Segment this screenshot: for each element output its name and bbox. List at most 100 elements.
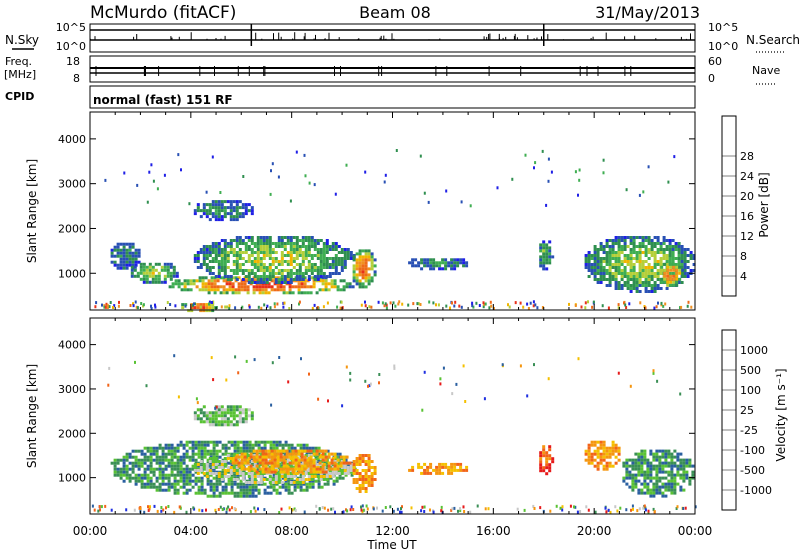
echo-cell	[256, 481, 260, 484]
echo-cell	[316, 251, 320, 254]
echo-cell	[211, 463, 215, 466]
echo-cell	[131, 461, 135, 465]
echo-cell	[334, 263, 338, 266]
echo-cell	[212, 485, 216, 489]
echo-cell	[672, 280, 676, 284]
echo-cell	[340, 257, 344, 260]
speckle-cell	[192, 506, 195, 510]
echo-cell	[628, 464, 632, 468]
echo-cell	[193, 209, 197, 213]
echo-cell	[170, 443, 174, 447]
echo-cell	[539, 454, 543, 458]
echo-cell	[411, 468, 415, 472]
echo-cell	[238, 469, 242, 472]
echo-cell	[203, 455, 207, 459]
echo-cell	[355, 279, 359, 283]
echo-cell	[202, 203, 206, 207]
echo-cell	[358, 279, 362, 283]
echo-cell	[465, 264, 469, 268]
echo-cell	[208, 306, 212, 310]
echo-cell	[245, 455, 249, 459]
echo-cell	[632, 245, 636, 248]
echo-cell	[611, 254, 615, 257]
echo-cell	[137, 254, 141, 258]
echo-cell	[632, 239, 636, 242]
echo-cell	[244, 411, 248, 415]
echo-cell	[173, 482, 177, 486]
echo-cell	[617, 236, 621, 239]
echo-cell	[343, 251, 347, 254]
speckle-cell	[462, 505, 465, 509]
echo-cell	[593, 254, 597, 257]
echo-cell	[217, 242, 221, 245]
echo-cell	[213, 282, 217, 286]
speckle-cell	[208, 300, 211, 304]
echo-cell	[608, 281, 612, 284]
echo-cell	[191, 449, 195, 453]
echo-cell	[647, 239, 651, 242]
echo-cell	[199, 215, 203, 219]
speckle-cell	[602, 171, 605, 175]
echo-cell	[251, 485, 255, 489]
echo-cell	[343, 466, 347, 469]
speckle-cell	[276, 302, 279, 306]
echo-cell	[307, 263, 311, 266]
echo-cell	[122, 263, 126, 267]
echo-cell	[590, 266, 594, 269]
echo-cell	[254, 485, 258, 489]
echo-cell	[328, 257, 332, 260]
echo-cell	[273, 276, 277, 280]
echo-cell	[674, 242, 678, 245]
echo-cell	[244, 245, 248, 248]
speckle-cell	[519, 364, 522, 368]
echo-cell	[250, 481, 254, 484]
echo-cell	[277, 278, 281, 281]
echo-cell	[197, 446, 201, 450]
echo-cell	[291, 458, 295, 462]
echo-cell	[286, 263, 290, 266]
echo-cell	[214, 257, 218, 260]
echo-cell	[220, 251, 224, 254]
echo-cell	[134, 254, 138, 258]
echo-cell	[193, 212, 197, 216]
speckle-cell	[106, 306, 109, 309]
echo-cell	[331, 248, 335, 251]
echo-cell	[231, 458, 235, 462]
echo-cell	[614, 254, 618, 257]
echo-cell	[122, 257, 126, 261]
echo-cell	[450, 267, 454, 271]
echo-cell	[334, 248, 338, 251]
echo-cell	[634, 473, 638, 477]
echo-cell	[310, 266, 314, 269]
echo-cell	[453, 468, 457, 472]
echo-cell	[143, 470, 147, 474]
echo-cell	[614, 461, 618, 465]
echo-cell	[203, 488, 207, 492]
echo-cell	[137, 467, 141, 471]
echo-cell	[207, 288, 211, 292]
echo-cell	[245, 449, 249, 453]
speckle-cell	[349, 378, 352, 382]
echo-cell	[253, 251, 257, 254]
speckle-cell	[501, 363, 504, 367]
echo-cell	[167, 476, 171, 480]
speckle-cell	[228, 306, 231, 310]
echo-cell	[285, 279, 289, 283]
echo-cell	[148, 268, 152, 272]
echo-cell	[258, 455, 262, 459]
echo-cell	[280, 251, 284, 254]
echo-cell	[367, 454, 371, 457]
echo-cell	[208, 457, 212, 460]
echo-cell	[286, 251, 290, 254]
echo-cell	[309, 470, 313, 474]
speckle-cell	[616, 509, 619, 513]
speckle-cell	[179, 506, 182, 510]
echo-cell	[629, 269, 633, 272]
echo-cell	[164, 467, 168, 471]
echo-cell	[125, 452, 129, 456]
echo-cell	[444, 465, 448, 469]
echo-cell	[267, 291, 271, 295]
colorbar-tick-label: 25	[740, 404, 754, 417]
echo-cell	[271, 269, 275, 272]
echo-cell	[214, 275, 218, 278]
